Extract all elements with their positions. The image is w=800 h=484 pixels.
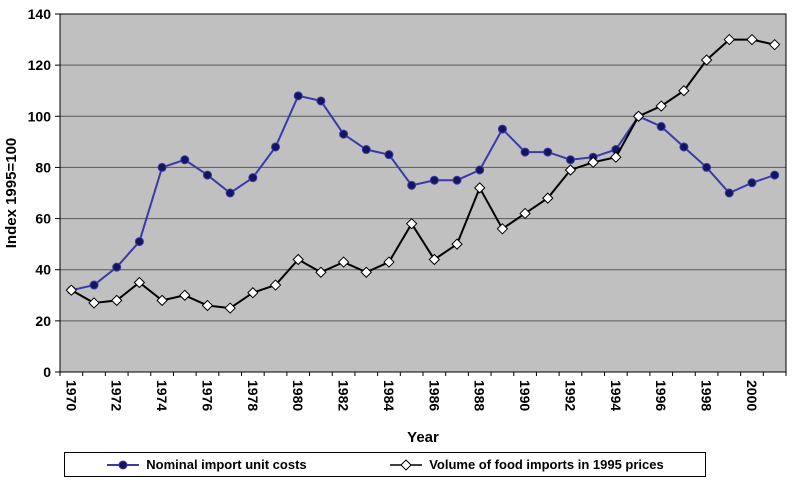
- svg-text:1970: 1970: [63, 380, 79, 411]
- legend-label: Volume of food imports in 1995 prices: [429, 457, 664, 472]
- plot-area: Index 1995=100 Year 0 20 40 60 80 100 120 140 19…: [3, 6, 787, 446]
- legend-item: Nominal import unit costs: [106, 457, 307, 472]
- svg-text:1982: 1982: [336, 380, 352, 411]
- svg-text:0: 0: [43, 364, 51, 380]
- svg-text:1978: 1978: [245, 380, 261, 411]
- y-axis-title: Index 1995=100: [3, 138, 20, 249]
- svg-text:1996: 1996: [653, 380, 669, 411]
- svg-text:2000: 2000: [744, 380, 760, 411]
- legend-item: Volume of food imports in 1995 prices: [389, 457, 664, 472]
- svg-text:120: 120: [28, 57, 52, 73]
- svg-text:1976: 1976: [199, 380, 215, 411]
- svg-text:40: 40: [35, 262, 51, 278]
- svg-text:1988: 1988: [472, 380, 488, 411]
- svg-text:1994: 1994: [608, 380, 624, 411]
- svg-text:100: 100: [28, 108, 52, 124]
- svg-text:80: 80: [35, 159, 51, 175]
- circle-marker-icon: [107, 460, 140, 469]
- svg-text:1984: 1984: [381, 380, 397, 411]
- legend-label: Nominal import unit costs: [146, 457, 307, 472]
- svg-text:1998: 1998: [699, 380, 715, 411]
- svg-text:1990: 1990: [517, 380, 533, 411]
- svg-text:60: 60: [35, 211, 51, 227]
- svg-text:1974: 1974: [154, 380, 170, 411]
- svg-text:140: 140: [28, 6, 52, 22]
- x-axis-title: Year: [407, 429, 439, 446]
- svg-text:1992: 1992: [562, 380, 578, 411]
- legend: Nominal import unit costs Volume of food…: [64, 452, 706, 477]
- svg-text:20: 20: [35, 313, 51, 329]
- svg-text:1972: 1972: [109, 380, 125, 411]
- diamond-marker-icon: [390, 458, 423, 471]
- svg-text:1986: 1986: [426, 380, 442, 411]
- svg-text:1980: 1980: [290, 380, 306, 411]
